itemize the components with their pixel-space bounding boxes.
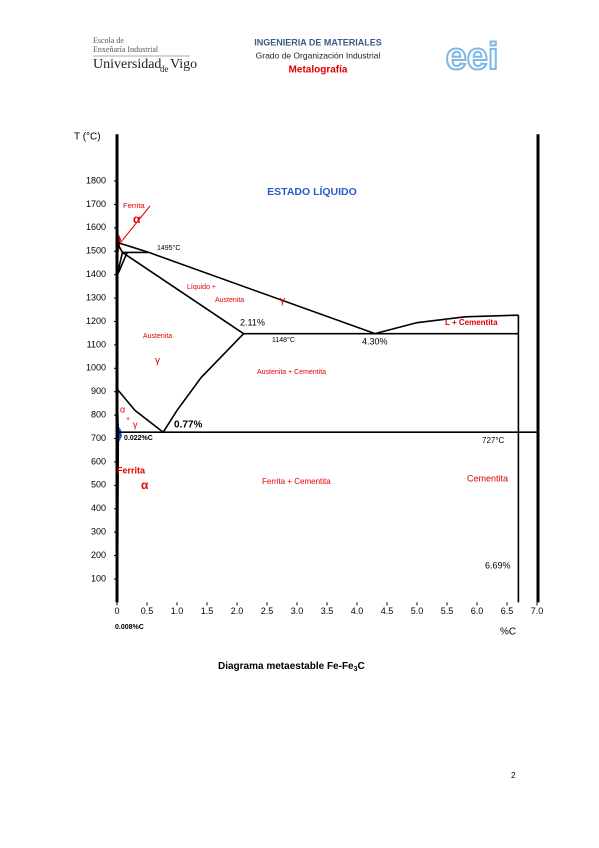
annotation: Austenita + Cementita [257,369,326,376]
annotation: Ferrita [117,465,146,475]
phase-boundary [116,241,245,335]
annotation: 727°C [482,436,505,445]
y-tick-label: 1400 [86,269,106,279]
logo-text: Universidad [93,57,161,72]
phase-boundary [116,388,164,433]
pointer [120,205,151,243]
annotation: 0.77% [174,420,202,431]
annotation: 2.11% [240,317,265,327]
y-tick-label: 1600 [86,222,106,232]
x-tick-label: 1.0 [171,606,184,616]
caption-text: C [358,661,365,672]
y-tick-label: 800 [91,409,106,419]
y-tick-label: 600 [91,456,106,466]
y-tick-label: 1700 [86,199,106,209]
logo-text: de [160,64,169,74]
x-tick-label: 6.5 [501,606,514,616]
y-tick-label: 1100 [87,339,106,349]
x-tick-label: 0.5 [141,606,154,616]
y-tick-label: 100 [91,573,106,583]
annotation: 1148°C [272,336,295,344]
annotation: 6.69% [485,560,511,570]
plot: 100 200 300 400 500 600 700 800 900 1000 1100 1200 1… [86,134,543,616]
annotation: Cementita [467,473,508,483]
annotation: Líquido + [187,284,216,291]
logo-text: Escola de [93,36,124,45]
header-title: INGENIERIA DE MATERIALES [254,37,382,47]
logo-text: Enxeñaría Industrial [93,45,159,54]
annotation: γ [155,356,160,367]
y-tick-label: 700 [91,433,106,443]
header-subtitle: Grado de Organización Industrial [256,50,381,60]
annotation: α [133,212,141,226]
x-tick-label: 7.0 [531,606,544,616]
x-tick-label: 5.0 [411,606,424,616]
header-section: Metalografía [289,65,348,76]
y-tick-label: 1200 [86,316,106,326]
annotation: ESTADO LÍQUIDO [267,185,357,198]
logo-text: Vigo [170,57,197,72]
x-tick-label: 4.5 [381,606,394,616]
x-tick-label: 6.0 [471,606,484,616]
x-tick-label: 5.5 [441,606,454,616]
y-tick-label: 400 [91,503,106,513]
phase-boundary [116,388,120,433]
y-axis-label: T (°C) [74,132,101,143]
x-tick-label: 0 [114,606,119,616]
y-tick-label: 200 [91,550,106,560]
phase-boundary [162,333,245,433]
phase-boundary [374,314,519,335]
annotation: 0.008%C [115,624,144,631]
x-tick-label: 2.5 [261,606,274,616]
x-tick-label: 3.0 [291,606,304,616]
annotation: Austenita [143,333,172,340]
y-tick-label: 300 [91,527,106,537]
annotation: Ferrita + Cementita [262,477,331,486]
annotation: L + Cementita [445,318,498,327]
annotation: α [120,404,125,414]
annotation: α [141,478,149,492]
caption: Diagrama metaestable Fe-Fe3C [218,661,365,673]
x-tick-label: 3.5 [321,606,334,616]
caption-sub: 3 [354,666,358,673]
y-tick-label: 900 [91,386,106,396]
annotation: γ [133,419,138,429]
annotation: Ferrita [123,201,145,210]
page-number: 2 [511,771,516,780]
annotation: γ [280,296,285,307]
phase-boundary [116,432,120,603]
x-tick-label: 2.0 [231,606,244,616]
annotation: 4.30% [362,336,388,346]
y-tick-label: 1300 [86,292,106,302]
y-tick-label: 500 [91,480,106,490]
caption-text: Diagrama metaestable Fe-Fe [218,661,354,672]
annotation: 1495°C [157,244,180,252]
phase-boundary [116,252,128,277]
annotation: + [126,416,130,423]
annotation: Austenita [215,297,244,304]
x-tick-label: 4.0 [351,606,364,616]
right-logo: eei [446,36,499,78]
y-tick-label: 1000 [86,363,106,373]
x-tick-label: 1.5 [201,606,214,616]
y-tick-label: 1800 [86,175,106,185]
x-axis-label: %C [500,627,516,638]
y-tick-label: 1500 [86,246,106,256]
annotation: 0.022%C [124,435,153,442]
